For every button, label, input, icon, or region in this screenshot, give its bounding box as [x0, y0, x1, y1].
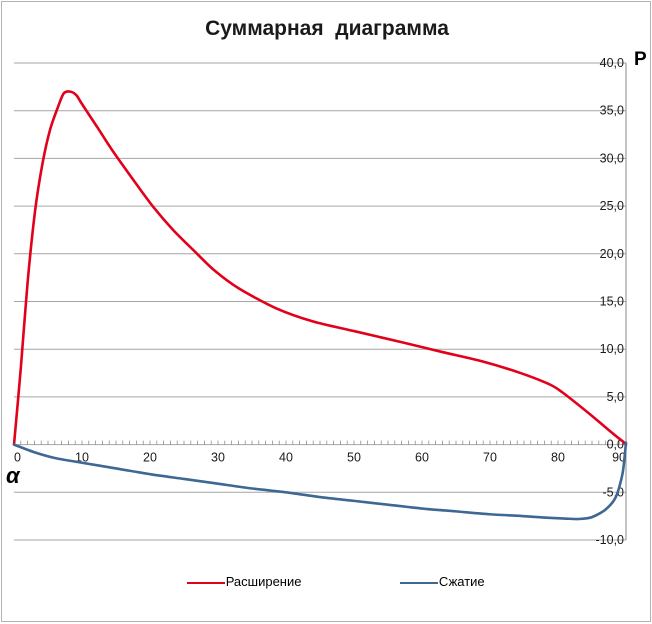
svg-text:20,0: 20,0 — [600, 247, 624, 261]
svg-text:40: 40 — [279, 451, 293, 465]
svg-text:5,0: 5,0 — [607, 390, 624, 404]
svg-text:25,0: 25,0 — [600, 199, 624, 213]
svg-text:30,0: 30,0 — [600, 151, 624, 165]
svg-text:20: 20 — [143, 451, 157, 465]
svg-text:80: 80 — [551, 451, 565, 465]
svg-text:35,0: 35,0 — [600, 104, 624, 118]
svg-text:-10,0: -10,0 — [596, 533, 625, 547]
svg-text:70: 70 — [483, 451, 497, 465]
svg-text:60: 60 — [415, 451, 429, 465]
svg-text:30: 30 — [211, 451, 225, 465]
svg-text:0: 0 — [14, 451, 21, 465]
svg-text:40,0: 40,0 — [600, 56, 624, 70]
svg-text:-5,0: -5,0 — [602, 485, 624, 499]
svg-text:15,0: 15,0 — [600, 295, 624, 309]
svg-text:50: 50 — [347, 451, 361, 465]
svg-text:10,0: 10,0 — [600, 342, 624, 356]
